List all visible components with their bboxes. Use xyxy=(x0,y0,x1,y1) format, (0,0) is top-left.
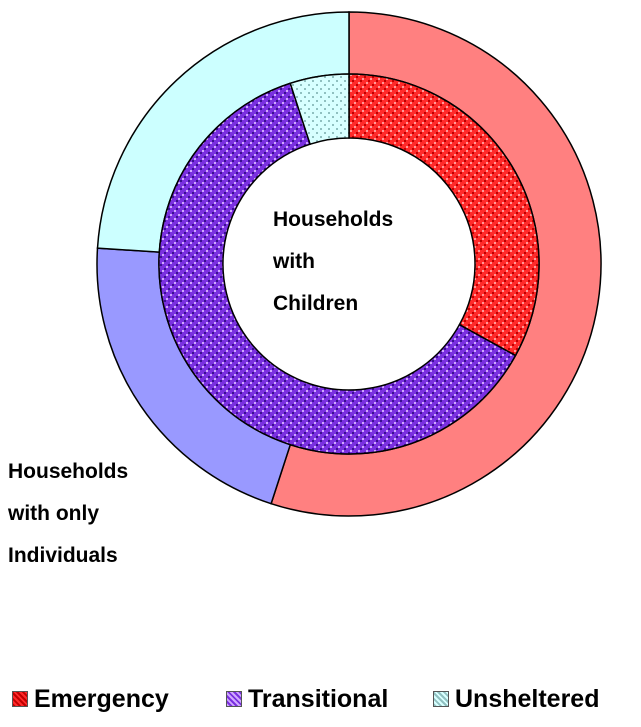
inner-label-line-2: with xyxy=(272,250,315,273)
legend-label-unsheltered: Unsheltered xyxy=(455,684,600,713)
outer-ring-label: Households with only Individuals xyxy=(7,460,134,567)
inner-ring-label: Households with Children xyxy=(272,208,399,315)
legend-label-transitional: Transitional xyxy=(248,684,389,713)
inner-slice-emergency[interactable] xyxy=(348,73,540,357)
unsheltered-swatch-icon xyxy=(433,691,449,707)
inner-slice-transitional[interactable] xyxy=(158,82,517,455)
legend-item-transitional[interactable]: Transitional xyxy=(226,677,388,721)
outer-label-line-1: Households xyxy=(8,460,128,483)
inner-label-line-1: Households xyxy=(273,208,393,231)
inner-ring xyxy=(158,73,540,455)
doughnut-chart: Households with Children Households with… xyxy=(7,11,602,567)
chart-legend: Emergency Transitional Unsheltered xyxy=(0,677,641,721)
outer-label-line-3: Individuals xyxy=(8,544,118,567)
outer-label-line-2: with only xyxy=(7,502,99,525)
inner-label-line-3: Children xyxy=(273,292,358,315)
transitional-swatch-icon xyxy=(226,691,242,707)
emergency-swatch-icon xyxy=(12,691,28,707)
legend-item-unsheltered[interactable]: Unsheltered xyxy=(433,677,599,721)
legend-item-emergency[interactable]: Emergency xyxy=(12,677,169,721)
legend-label-emergency: Emergency xyxy=(34,684,169,713)
inner-slice-unsheltered[interactable] xyxy=(289,73,350,146)
